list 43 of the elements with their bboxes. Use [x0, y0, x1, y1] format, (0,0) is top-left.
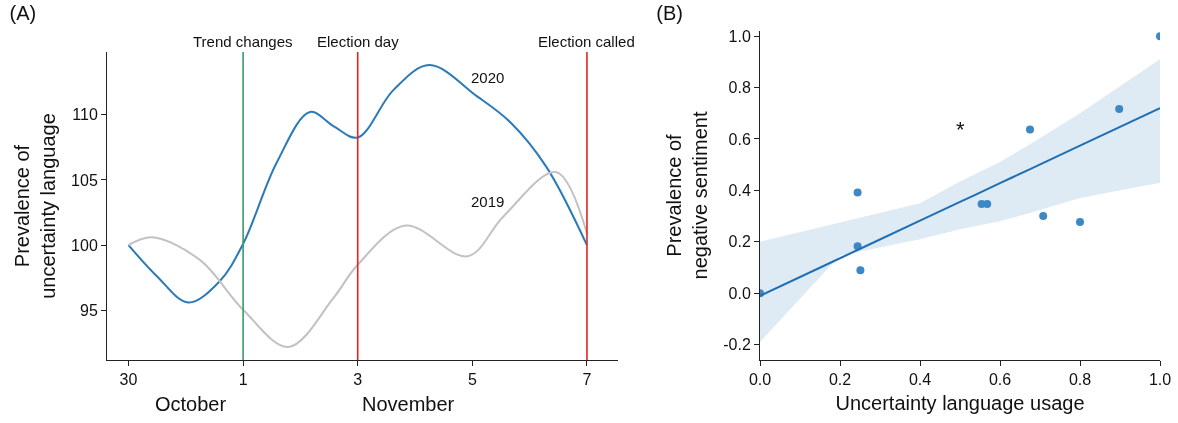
x-tick-label: 1 [238, 371, 248, 389]
y-tick-label: -0.2 [723, 336, 751, 354]
x-tick-label: 5 [467, 371, 477, 389]
chart-title: (A) [9, 2, 37, 25]
point [1076, 217, 1084, 226]
y-tick-label: 100 [71, 236, 98, 254]
x-tick-label: 0.4 [908, 371, 932, 389]
ref-line-label: Trend changes [193, 33, 293, 50]
point [1039, 212, 1048, 221]
y-tick-label: 0.4 [728, 181, 751, 199]
y-tick-label: 110 [72, 106, 98, 124]
ref-line-label: Election day [317, 33, 400, 50]
series-label: 2019 [471, 193, 505, 210]
x-tick-label: 30 [119, 371, 138, 389]
line-series [760, 107, 1160, 297]
point [853, 188, 862, 197]
x-tick-label: 3 [353, 371, 363, 389]
point [983, 199, 992, 208]
y-tick-label: 0.8 [728, 79, 751, 97]
y-tick-label: 0.6 [728, 130, 751, 148]
ref-line-label: Election called [538, 33, 635, 50]
y-tick-label: 95 [80, 302, 98, 320]
x-tick-label: 7 [582, 371, 592, 389]
annotation: * [956, 117, 965, 142]
series-label: 2020 [471, 69, 505, 86]
x-tick-label: 0.8 [1068, 371, 1092, 389]
y-axis-title: Prevalence of uncertainty language [10, 113, 59, 299]
x-tick-label: 1.0 [1148, 371, 1172, 389]
x-tick-label: 0.2 [828, 371, 852, 389]
y-tick-label: 105 [71, 171, 98, 189]
text: November [362, 393, 455, 415]
y-tick-label: 0.2 [728, 233, 751, 251]
chart-title: (B) [656, 2, 683, 25]
x-tick-label: 0.6 [988, 371, 1012, 389]
y-tick-label: 1.0 [728, 27, 751, 45]
x-axis-title: Uncertainty language usage [835, 391, 1085, 414]
point [856, 266, 865, 275]
point [1026, 125, 1034, 134]
point [1115, 104, 1124, 113]
y-axis-title: Prevalence of negative sentiment [662, 111, 711, 280]
x-tick-label: 0.0 [748, 371, 772, 389]
y-tick-label: 0.0 [728, 284, 751, 302]
text: October [155, 393, 227, 415]
